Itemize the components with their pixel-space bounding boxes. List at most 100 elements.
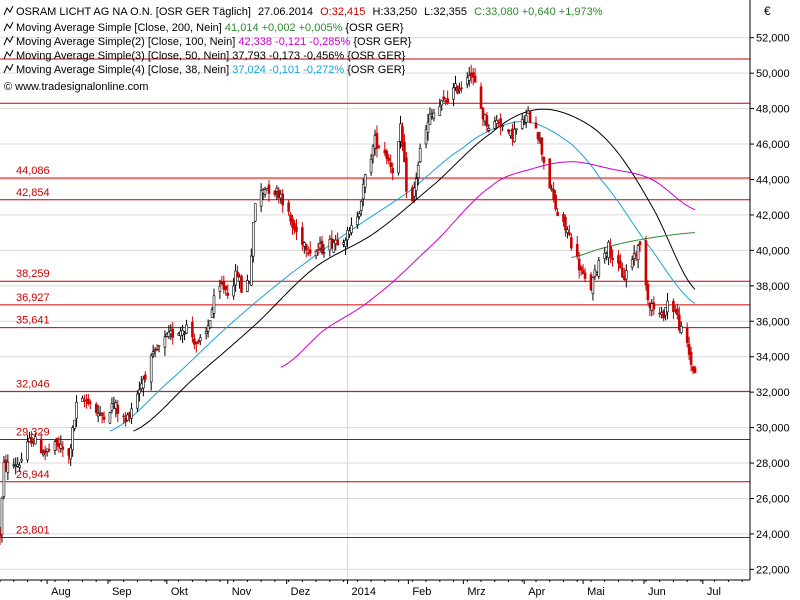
candle-body [332, 242, 336, 253]
candle-body [575, 243, 579, 257]
candle-body [212, 295, 216, 314]
candle-body [570, 237, 573, 249]
support-resistance-lines: 44,086 42,854 38,259 36,927 35,641 32,046 29,3… [0, 58, 750, 538]
candle-body [20, 459, 23, 462]
candle-body [625, 270, 628, 280]
candle-body [196, 340, 200, 343]
candle-body [636, 245, 640, 260]
y-tick-label: 46,000 [756, 139, 790, 151]
candle-body [287, 202, 290, 212]
candle-body [638, 241, 642, 245]
candle-body [397, 141, 400, 174]
candle-body [87, 398, 90, 405]
candle-body [73, 419, 76, 429]
y-tick-label: 40,000 [756, 245, 790, 257]
indicator-row: Moving Average Simple [Close, 200, Nein]… [16, 22, 404, 34]
candle-body [210, 309, 214, 318]
x-tick-label: Apr [528, 586, 545, 598]
candle-body [440, 100, 444, 106]
candle-body [0, 497, 4, 536]
y-tick-label: 34,000 [756, 352, 790, 364]
candle-body [621, 267, 624, 278]
indicator-exchange: {OSR GER} [347, 50, 405, 62]
candle-body [387, 157, 391, 161]
candle-body [295, 226, 298, 232]
candle-body [232, 285, 235, 297]
svg-text:OSRAM LICHT AG NA O.N. [OSR GE: OSRAM LICHT AG NA O.N. [OSR GER Täglich]… [16, 6, 603, 18]
candle-body [371, 145, 375, 157]
candle-body [363, 174, 367, 188]
instrument-line: OSRAM LICHT AG NA O.N. [OSR GER Täglich]… [3, 5, 603, 18]
candle-body [552, 189, 555, 200]
candle-body [39, 438, 43, 454]
candle-body [143, 374, 147, 380]
candle-body [181, 330, 184, 336]
indicator-icon [3, 49, 14, 60]
candle-body [438, 106, 442, 116]
candle-body [499, 118, 502, 128]
candle-body [577, 258, 581, 271]
candle-body [41, 452, 45, 456]
candle-body [548, 158, 552, 189]
candle-body [389, 162, 393, 168]
candle-body [689, 351, 693, 365]
candle-body [34, 436, 37, 445]
candle-body [30, 436, 33, 444]
indicator-label: Moving Average Simple [Close, 200, Nein] [16, 22, 225, 34]
x-tick-label: Jun [648, 586, 666, 598]
candle-body [583, 272, 587, 279]
candle-body [167, 331, 171, 337]
candle-body [155, 348, 159, 351]
candle-body [26, 441, 29, 461]
candle-body [646, 283, 650, 301]
indicator-value: 41,014 +0,002 +0,005% [225, 22, 346, 34]
candle-body [96, 413, 100, 417]
y-tick-label: 38,000 [756, 281, 790, 293]
candle-body [71, 427, 74, 451]
candle-body [336, 239, 339, 246]
candle-body [534, 122, 538, 129]
candle-body [481, 107, 485, 120]
x-tick-label: Nov [232, 586, 252, 598]
candle-body [267, 184, 271, 194]
candle-body [293, 223, 296, 231]
sr-label: 35,641 [16, 315, 50, 327]
x-tick-label: Feb [412, 586, 431, 598]
sr-label: 42,854 [16, 187, 50, 199]
candle-body [55, 437, 59, 446]
candle-body [524, 115, 528, 123]
candle-body [6, 461, 10, 473]
candle-body [418, 147, 422, 163]
candle-body [163, 336, 167, 348]
candle-body [536, 132, 540, 140]
candle-body [676, 308, 679, 315]
indicator-row: Moving Average Simple(3) [Close, 50, Nei… [16, 50, 406, 62]
candle-body [218, 285, 222, 292]
candle-body [609, 246, 612, 258]
candle-body [142, 378, 145, 389]
quote-open: O:32,415 [320, 6, 365, 18]
indicator-row: Moving Average Simple(2) [Close, 100, Ne… [16, 36, 412, 48]
candle-body [259, 190, 263, 207]
y-tick-label: 50,000 [756, 68, 790, 80]
moving-average-lines [109, 108, 696, 432]
candle-body [149, 355, 153, 383]
y-tick-label: 28,000 [756, 458, 790, 470]
candle-body [460, 87, 463, 90]
candle-body [679, 326, 683, 333]
candle-body [81, 398, 84, 402]
candle-body [458, 88, 461, 91]
indicator-label: Moving Average Simple(3) [Close, 50, Nei… [16, 50, 232, 62]
candle-body [350, 225, 353, 233]
moving-average-line [280, 161, 696, 368]
candle-body [308, 249, 312, 254]
candle-body [672, 300, 675, 312]
candle-body [591, 277, 595, 295]
candle-body [597, 260, 601, 277]
candle-body [428, 113, 432, 125]
candle-body [465, 77, 469, 85]
candle-body [522, 122, 526, 125]
candle-body [234, 270, 237, 286]
candle-body [630, 259, 634, 268]
